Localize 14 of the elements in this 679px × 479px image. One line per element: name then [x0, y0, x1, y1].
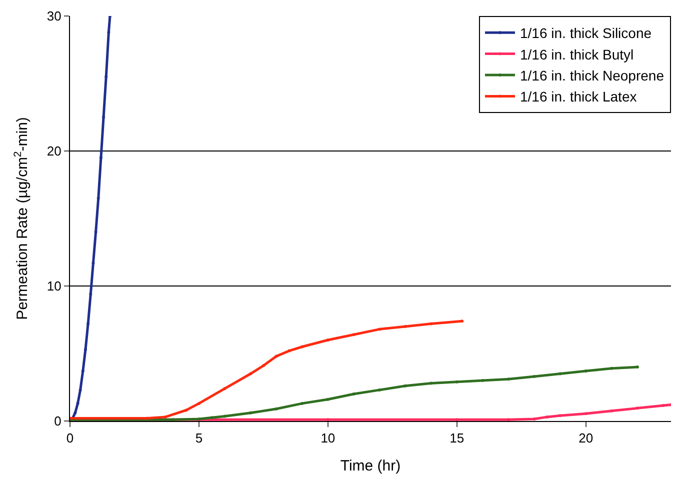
- legend-label: 1/16 in. thick Butyl: [520, 46, 634, 62]
- x-axis-title: Time (hr): [340, 458, 401, 475]
- y-tick-label: 20: [46, 144, 62, 159]
- legend-label: 1/16 in. thick Silicone: [520, 25, 652, 42]
- legend-label: 1/16 in. thick Latex: [520, 88, 637, 105]
- x-tick-label: 0: [66, 430, 74, 446]
- x-tick-label: 15: [450, 430, 464, 446]
- legend-label: 1/16 in. thick Neoprene: [520, 67, 664, 84]
- x-tick-label: 20: [578, 430, 594, 446]
- y-tick-label: 0: [54, 414, 62, 429]
- x-tick-label: 5: [195, 430, 203, 446]
- y-tick-label: 30: [46, 8, 62, 24]
- x-tick-label: 10: [320, 430, 336, 446]
- y-tick-label: 10: [46, 278, 62, 294]
